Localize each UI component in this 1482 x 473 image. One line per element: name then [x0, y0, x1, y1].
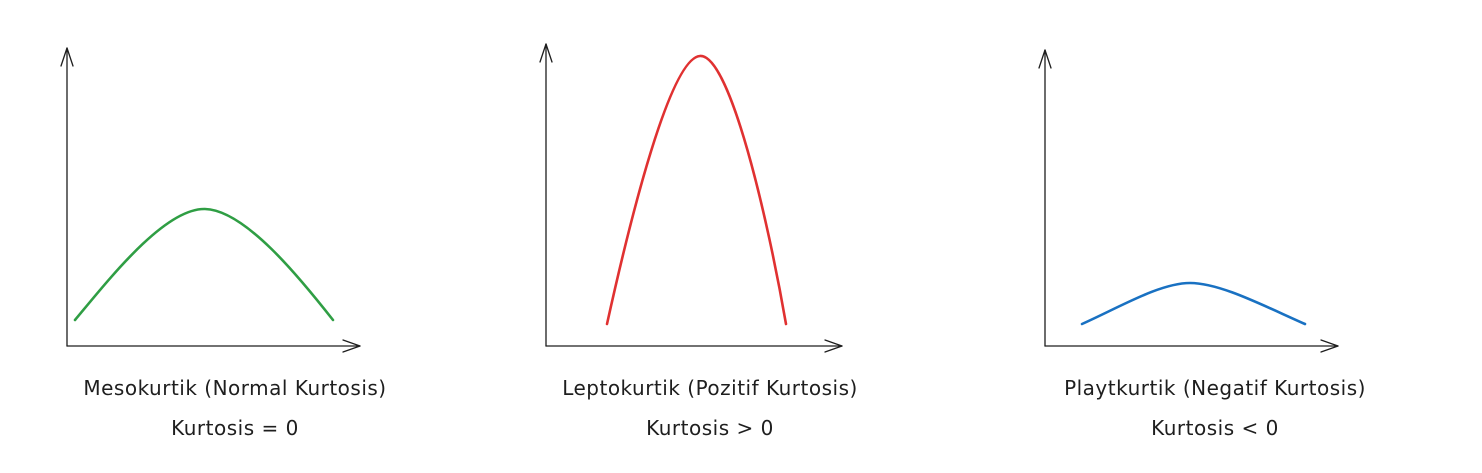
platykurtik-title: Playtkurtik (Negatif Kurtosis): [1064, 376, 1366, 400]
leptokurtik-caption: Leptokurtik (Pozitif Kurtosis) Kurtosis …: [490, 368, 930, 448]
panel-leptokurtik: [539, 43, 843, 353]
leptokurtik-title: Leptokurtik (Pozitif Kurtosis): [562, 376, 858, 400]
mesokurtik-y-arrowhead: [60, 47, 74, 67]
leptokurtik-x-arrowhead: [824, 339, 843, 353]
platykurtik-curve: [1080, 281, 1307, 326]
mesokurtik-x-arrowhead: [342, 339, 361, 353]
platykurtik-y-arrowhead: [1038, 49, 1052, 69]
platykurtik-x-arrowhead: [1320, 339, 1339, 353]
panel-mesokurtik: [60, 47, 361, 353]
panel-platykurtik: [1038, 49, 1339, 353]
platykurtik-caption: Playtkurtik (Negatif Kurtosis) Kurtosis …: [995, 368, 1435, 448]
platykurtik-axes: [1038, 49, 1339, 353]
mesokurtik-formula: Kurtosis = 0: [171, 416, 299, 440]
leptokurtik-y-arrowhead: [539, 43, 553, 63]
leptokurtik-formula: Kurtosis > 0: [646, 416, 774, 440]
mesokurtik-caption: Mesokurtik (Normal Kurtosis) Kurtosis = …: [20, 368, 450, 448]
mesokurtik-title: Mesokurtik (Normal Kurtosis): [83, 376, 387, 400]
mesokurtik-curve: [73, 207, 335, 322]
leptokurtik-curve: [605, 54, 788, 326]
platykurtik-formula: Kurtosis < 0: [1151, 416, 1279, 440]
leptokurtik-axes: [539, 43, 843, 353]
mesokurtik-axes: [60, 47, 361, 353]
